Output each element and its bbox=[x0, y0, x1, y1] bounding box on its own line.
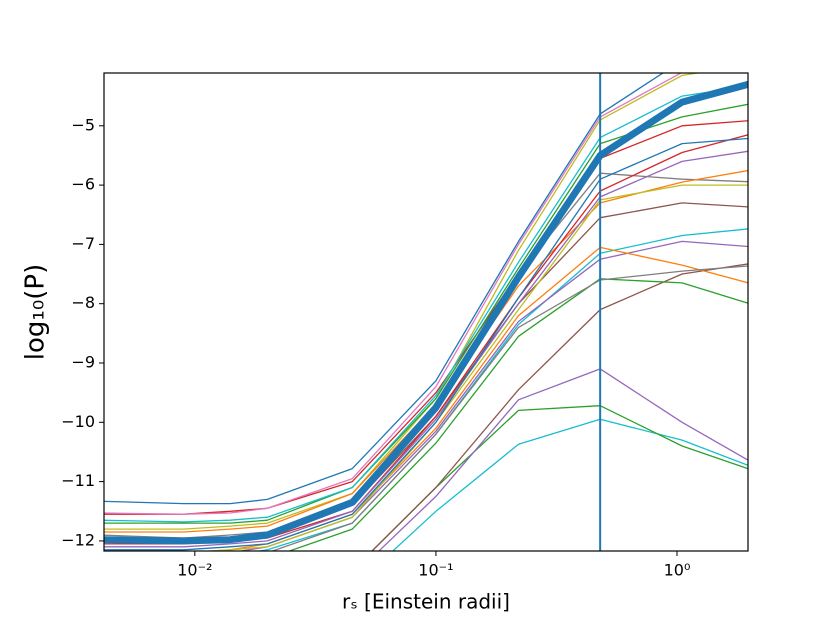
series-line bbox=[104, 150, 748, 548]
x-tick-label: 10⁻² bbox=[177, 561, 212, 580]
series-line bbox=[371, 263, 748, 551]
series-line bbox=[104, 73, 665, 505]
series-line bbox=[270, 265, 748, 551]
y-tick-label: −12 bbox=[61, 530, 95, 549]
y-axis-label: log₁₀(P) bbox=[21, 264, 51, 360]
y-tick-label: −9 bbox=[71, 353, 95, 372]
series-line bbox=[104, 103, 748, 524]
series-line bbox=[201, 184, 748, 551]
series-line bbox=[104, 73, 683, 515]
series-line bbox=[104, 85, 748, 523]
y-tick-label: −5 bbox=[71, 115, 95, 134]
axes-frame bbox=[103, 72, 749, 552]
series-line bbox=[287, 278, 748, 551]
x-axis-label: rₛ [Einstein radii] bbox=[342, 590, 510, 614]
x-tick-label: 10⁰ bbox=[664, 561, 691, 580]
series-line bbox=[104, 202, 748, 542]
series-line bbox=[104, 134, 748, 545]
series-line bbox=[104, 169, 748, 533]
series-line bbox=[377, 368, 748, 551]
series-line bbox=[104, 137, 748, 551]
series-line bbox=[391, 418, 748, 551]
series-line bbox=[237, 240, 748, 551]
y-tick-label: −10 bbox=[61, 412, 95, 431]
y-tick-label: −7 bbox=[71, 234, 95, 253]
series-line bbox=[104, 172, 748, 539]
y-tick-label: −8 bbox=[71, 293, 95, 312]
series-line bbox=[104, 120, 748, 515]
series-line bbox=[201, 246, 748, 551]
x-tick-label: 10⁻¹ bbox=[418, 561, 453, 580]
plot-area bbox=[104, 73, 748, 551]
series-line bbox=[104, 80, 748, 545]
y-tick-label: −11 bbox=[61, 471, 95, 490]
series-line bbox=[104, 73, 703, 530]
y-tick-label: −6 bbox=[71, 175, 95, 194]
